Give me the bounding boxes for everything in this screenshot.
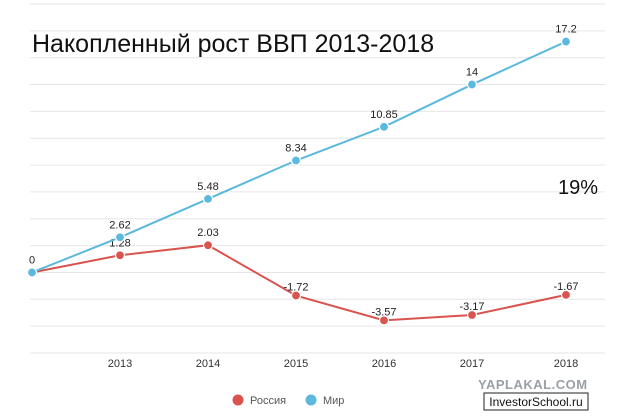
x-tick-label: 2013 (108, 358, 132, 370)
data-point (466, 309, 478, 321)
data-point (378, 315, 390, 326)
site-box (483, 392, 589, 411)
data-label: 2.03 (197, 227, 218, 239)
x-tick-label: 2015 (284, 358, 308, 370)
data-label: -1.72 (283, 282, 308, 294)
data-point (114, 250, 126, 261)
data-point (290, 155, 302, 166)
data-label: 2.62 (109, 219, 130, 231)
data-point (114, 232, 126, 243)
grid-lines (30, 3, 605, 354)
legend-swatch (305, 394, 317, 406)
series-layer: 1.282.03-1.72-3.57 -3.17-1.6702.625.488.3… (26, 24, 579, 326)
legend-label: Мир (323, 395, 344, 407)
x-tick-label: 2018 (554, 358, 578, 370)
data-label: -1.67 (553, 281, 578, 293)
data-point (290, 290, 302, 301)
x-tick-label: 2016 (372, 358, 396, 370)
data-point (560, 289, 572, 300)
site-text: InvestorSchool.ru (489, 395, 582, 409)
data-label: 0 (29, 254, 35, 266)
legend: Россия Мир (232, 394, 344, 407)
data-label: 14 (466, 67, 478, 79)
data-label: 17.2 (555, 24, 576, 36)
x-tick-label: 2014 (196, 358, 220, 370)
legend-swatch (232, 394, 244, 406)
x-tick-label: 2017 (460, 358, 484, 370)
data-label: 10.85 (370, 109, 398, 121)
x-axis-ticks: 2013 2014 2015 2016 2017 2018 (108, 358, 578, 370)
annotation-text: 19% (558, 177, 598, 199)
data-point (378, 121, 390, 132)
legend-label: Россия (250, 395, 286, 407)
chart-title: Накопленный рост ВВП 2013-2018 (32, 30, 434, 58)
watermark-text: YAPLAKAL.COM (478, 377, 588, 392)
data-label: -3.17 (459, 301, 484, 313)
data-point (26, 267, 38, 278)
data-point (202, 193, 214, 205)
data-label: -3.57 (371, 306, 396, 318)
data-label: 5.48 (197, 181, 218, 193)
data-label: 8.34 (285, 143, 306, 155)
data-point (202, 240, 214, 251)
data-point (466, 79, 478, 90)
data-point (560, 36, 572, 47)
